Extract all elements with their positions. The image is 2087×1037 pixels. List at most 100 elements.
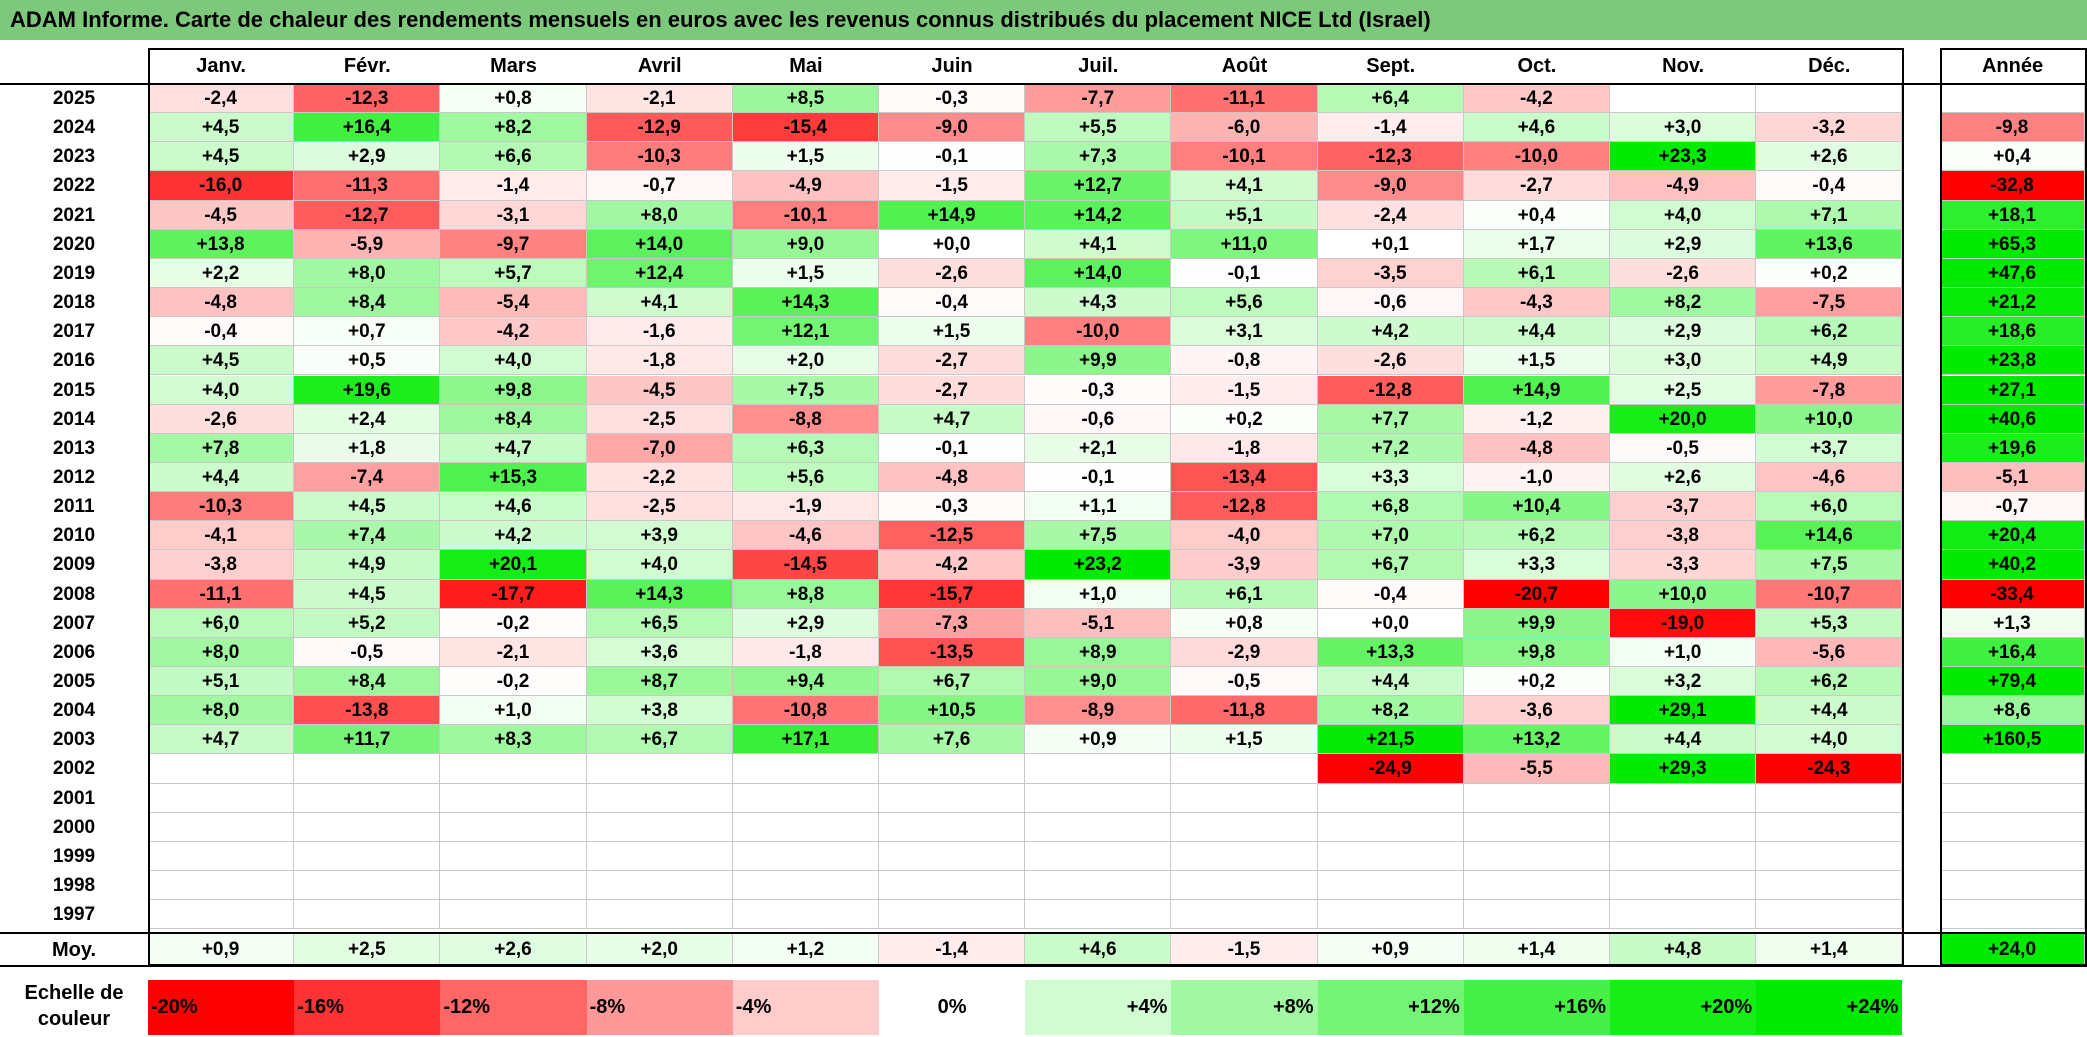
heatmap-cell: +9,9 <box>1463 608 1610 638</box>
heatmap-cell: -0,6 <box>1025 404 1172 434</box>
heatmap-cell <box>148 783 295 813</box>
heatmap-cell <box>1171 812 1318 842</box>
column-header: Déc. <box>1808 55 1851 77</box>
year-label: 2003 <box>52 729 96 751</box>
heatmap-cell <box>1756 871 1903 901</box>
heatmap-cell: -3,2 <box>1756 113 1903 143</box>
heatmap-cell: +4,1 <box>1171 171 1318 201</box>
heatmap-cell: -3,3 <box>1610 550 1757 580</box>
heatmap-cell: -2,9 <box>1171 637 1318 667</box>
heatmap-cell: +7,3 <box>1025 142 1172 172</box>
heatmap-cell: +14,2 <box>1025 200 1172 230</box>
heatmap-cell <box>148 812 295 842</box>
heatmap-cell: +3,9 <box>586 521 733 551</box>
heatmap-cell <box>1610 783 1757 813</box>
annual-cell: -9,8 <box>1940 113 2085 143</box>
heatmap-cell <box>1756 900 1903 930</box>
heatmap-cell: +0,7 <box>294 317 441 347</box>
heatmap-cell: +4,4 <box>148 462 295 493</box>
heatmap-cell: +4,7 <box>879 404 1026 434</box>
heatmap-cell: -0,3 <box>879 492 1026 522</box>
annual-cell <box>1940 812 2085 842</box>
heatmap-cell: -1,8 <box>732 637 879 667</box>
heatmap-cell: -13,4 <box>1171 462 1318 493</box>
heatmap-cell: +5,3 <box>1756 608 1903 638</box>
heatmap-cell: +7,4 <box>294 521 441 551</box>
heatmap-cell <box>1025 900 1172 930</box>
heatmap-cell <box>148 871 295 901</box>
annual-cell: +8,6 <box>1940 696 2085 726</box>
heatmap-cell: -12,3 <box>294 84 441 114</box>
year-label: 1997 <box>52 904 96 926</box>
heatmap-cell: -0,3 <box>1025 375 1172 405</box>
heatmap-cell: -4,9 <box>732 171 879 201</box>
heatmap-cell: -15,4 <box>732 113 879 143</box>
heatmap-cell <box>440 783 587 813</box>
heatmap-cell: +2,9 <box>1610 317 1757 347</box>
heatmap-cell: +2,6 <box>1610 462 1757 493</box>
heatmap-cell: -13,8 <box>294 696 441 726</box>
heatmap-cell: +21,5 <box>1317 725 1464 755</box>
heatmap-cell <box>1463 841 1610 872</box>
heatmap-cell: -1,6 <box>586 317 733 347</box>
heatmap-cell: +6,0 <box>1756 492 1903 522</box>
heatmap-cell: -4,0 <box>1171 521 1318 551</box>
heatmap-cell: -5,9 <box>294 229 441 259</box>
heatmap-cell: +9,0 <box>1025 667 1172 697</box>
heatmap-cell: +7,6 <box>879 725 1026 755</box>
scale-step: +12% <box>1317 980 1464 1035</box>
heatmap-cell: -2,5 <box>586 404 733 434</box>
heatmap-cell: -7,8 <box>1756 375 1903 405</box>
heatmap-cell: -10,8 <box>732 696 879 726</box>
heatmap-cell: +4,4 <box>1610 725 1757 755</box>
heatmap-cell: -3,8 <box>1610 521 1757 551</box>
heatmap-cell: +4,5 <box>294 579 441 609</box>
heatmap-cell <box>1610 841 1757 872</box>
heatmap-cell: +29,1 <box>1610 696 1757 726</box>
heatmap-cell: +12,1 <box>732 317 879 347</box>
heatmap-cell: +3,3 <box>1317 462 1464 493</box>
heatmap-cell <box>1317 871 1464 901</box>
heatmap-cell: +4,6 <box>440 492 587 522</box>
heatmap-cell: -10,1 <box>732 200 879 230</box>
heatmap-cell: -9,7 <box>440 229 587 259</box>
heatmap-cell: +1,5 <box>732 258 879 289</box>
heatmap-cell: +8,0 <box>148 696 295 726</box>
heatmap-cell: -0,2 <box>440 608 587 638</box>
heatmap-cell: +13,6 <box>1756 229 1903 259</box>
heatmap-cell: +8,2 <box>440 113 587 143</box>
heatmap-cell: -7,4 <box>294 462 441 493</box>
heatmap-cell: +5,1 <box>148 667 295 697</box>
heatmap-cell <box>440 900 587 930</box>
heatmap-cell: +1,8 <box>294 433 441 463</box>
annual-cell: +23,8 <box>1940 346 2085 376</box>
heatmap-cell <box>1171 783 1318 813</box>
heatmap-cell: -2,1 <box>440 637 587 667</box>
heatmap-cell: +8,2 <box>1610 288 1757 318</box>
heatmap-cell: +6,4 <box>1317 84 1464 114</box>
scale-step: +16% <box>1463 980 1610 1035</box>
heatmap-cell: +8,4 <box>294 667 441 697</box>
heatmap-cell: -2,6 <box>879 258 1026 289</box>
heatmap-cell <box>732 900 879 930</box>
heatmap-cell: +3,6 <box>586 637 733 667</box>
heatmap-cell: +6,2 <box>1756 317 1903 347</box>
heatmap-cell: -7,0 <box>586 433 733 463</box>
annual-cell: +40,6 <box>1940 404 2085 434</box>
heatmap-cell: -12,8 <box>1317 375 1464 405</box>
heatmap-cell: +4,7 <box>148 725 295 755</box>
year-label: 2016 <box>52 350 96 372</box>
annual-cell: +65,3 <box>1940 229 2085 259</box>
heatmap-cell: -0,7 <box>586 171 733 201</box>
heatmap-cell <box>148 900 295 930</box>
heatmap-cell: -9,0 <box>879 113 1026 143</box>
heatmap-cell: +6,3 <box>732 433 879 463</box>
heatmap-cell: -5,4 <box>440 288 587 318</box>
heatmap-cell: -13,5 <box>879 637 1026 667</box>
heatmap-cell: -17,7 <box>440 579 587 609</box>
column-header: Mars <box>490 55 537 77</box>
year-label: 2008 <box>52 583 96 605</box>
heatmap-cell: +8,0 <box>294 258 441 289</box>
scale-step: +8% <box>1171 980 1318 1035</box>
heatmap-cell <box>879 900 1026 930</box>
